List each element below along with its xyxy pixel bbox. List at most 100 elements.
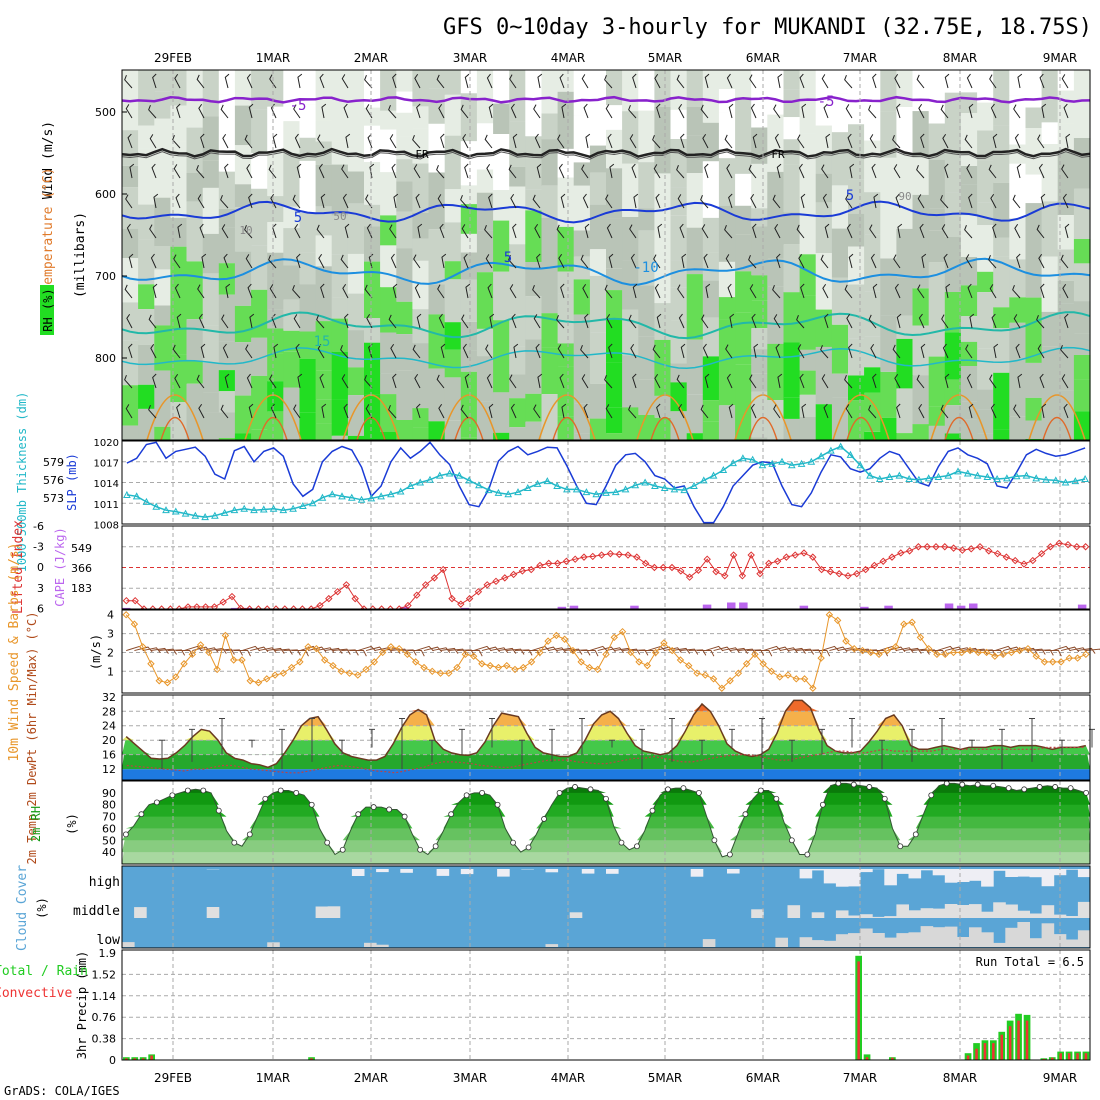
rh-shade-cell — [960, 366, 978, 402]
precip-tick-label: 1.14 — [92, 990, 117, 1003]
rh-shade-cell — [541, 185, 559, 218]
wind-speed-marker — [643, 661, 652, 670]
upper-wind-barb — [991, 313, 997, 329]
rh-shade-cell — [912, 231, 930, 289]
upper-wind-barb — [221, 314, 229, 329]
rh-shade-cell — [154, 155, 171, 198]
upper-wind-barb — [751, 313, 757, 329]
upper-wind-barb — [870, 253, 877, 269]
wind-speed-marker — [1032, 652, 1040, 660]
rh-shade-cell — [589, 383, 607, 419]
upper-wind-barb — [249, 313, 255, 329]
wind-speed-marker — [817, 654, 825, 662]
upper-wind-barb — [749, 284, 757, 299]
rh-shade-cell — [396, 181, 413, 212]
precip-tick-label: 0.76 — [92, 1011, 117, 1024]
wind-axis-label: Wind (m/s) — [41, 121, 56, 199]
lifted-index-marker — [492, 577, 500, 586]
upper-wind-barb — [271, 313, 277, 329]
rh-shade-cell — [170, 402, 188, 440]
wind10m-barb — [498, 647, 517, 654]
rh-shade-cell — [864, 70, 881, 112]
upper-wind-barb — [728, 103, 734, 119]
wind10m-barb — [539, 646, 558, 653]
rh-shade-cell — [993, 429, 1010, 440]
rh-shade-cell — [412, 408, 430, 428]
upper-wind-barb — [725, 344, 733, 359]
thickness-marker — [1081, 474, 1089, 483]
cloud-low-cell — [981, 932, 994, 947]
thickness-marker — [895, 471, 904, 479]
lifted-index-marker — [694, 566, 703, 574]
rh-marker — [897, 843, 904, 850]
cloud-high-cell — [920, 869, 934, 871]
lifted-tick-label: -3 — [33, 541, 44, 554]
rh-shade-cell — [944, 150, 962, 193]
rh-shade-cell — [347, 203, 365, 254]
upper-wind-barb — [560, 193, 566, 209]
wind10m-barb — [779, 647, 798, 654]
cloud-high-cell — [908, 869, 922, 879]
upper-wind-barb — [656, 313, 662, 329]
rh-shade-cell — [1009, 297, 1026, 323]
rh-shade-cell — [541, 347, 559, 395]
upper-wind-barb — [777, 373, 783, 389]
upper-wind-barb — [966, 73, 973, 89]
wind10m-barb — [787, 647, 806, 654]
rh-shade-cell — [525, 421, 542, 440]
upper-wind-barb — [220, 404, 229, 419]
rh-shade-cell — [1057, 303, 1075, 348]
rh-shade-cell — [493, 392, 510, 433]
upper-wind-barb — [608, 253, 614, 269]
upper-wind-barb — [632, 283, 638, 299]
thickness-marker — [660, 483, 669, 492]
rh-shade-cell — [283, 121, 300, 153]
rh-shade-cell — [267, 196, 284, 223]
rh-shade-cell — [831, 228, 849, 278]
upper-wind-barb — [294, 223, 301, 239]
rh-shade-cell — [525, 262, 542, 297]
upper-wind-barb — [632, 73, 637, 89]
upper-wind-barb — [533, 104, 541, 119]
pressure-tick-label: 600 — [95, 188, 116, 201]
thickness-marker — [465, 476, 473, 484]
upper-wind-barb — [872, 283, 878, 299]
rh-shade-cell — [1025, 420, 1043, 440]
date-label-top: 1MAR — [256, 51, 291, 65]
cloud-high-cell — [799, 869, 813, 879]
upper-wind-barb — [464, 373, 470, 389]
upper-wind-barb — [726, 373, 733, 389]
wind10m-barb — [721, 647, 740, 654]
date-label-bottom: 7MAR — [843, 1071, 878, 1085]
rh-shade-cell — [864, 111, 881, 141]
cloud-mid-cell — [1017, 910, 1030, 918]
upper-wind-barb — [439, 223, 445, 239]
temp-contour-30 — [1042, 417, 1072, 441]
wind10m-barb — [308, 646, 327, 653]
rh-shade-cell — [638, 208, 655, 231]
rh-shade-cell — [702, 70, 720, 97]
rh-shade-cell — [1073, 239, 1091, 264]
upper-wind-barb — [151, 163, 157, 179]
upper-wind-barb — [245, 254, 253, 269]
upper-wind-barb — [1040, 193, 1046, 209]
rh-marker — [432, 843, 439, 850]
rh-shade-cell — [557, 70, 575, 92]
rh-shade-cell — [993, 182, 1010, 238]
rh-marker — [990, 782, 997, 789]
rh-shade-cell — [186, 319, 204, 361]
rh-band-fill — [122, 783, 1090, 793]
upper-wind-barb — [992, 133, 998, 149]
upper-wind-barb — [222, 343, 229, 359]
thickness-marker — [1071, 477, 1080, 485]
upper-wind-barb — [944, 163, 949, 179]
precip-convective-bar — [1084, 1053, 1088, 1060]
rh-shade-cell — [476, 230, 494, 273]
rh-shade-cell — [960, 215, 978, 257]
cloud-low-cell — [1077, 930, 1091, 947]
rh-shade-cell — [218, 370, 236, 392]
cape-bar — [400, 606, 409, 609]
lifted-index-marker — [993, 549, 1002, 558]
rh-shade-cell — [912, 424, 930, 440]
thickness-marker — [494, 488, 503, 496]
